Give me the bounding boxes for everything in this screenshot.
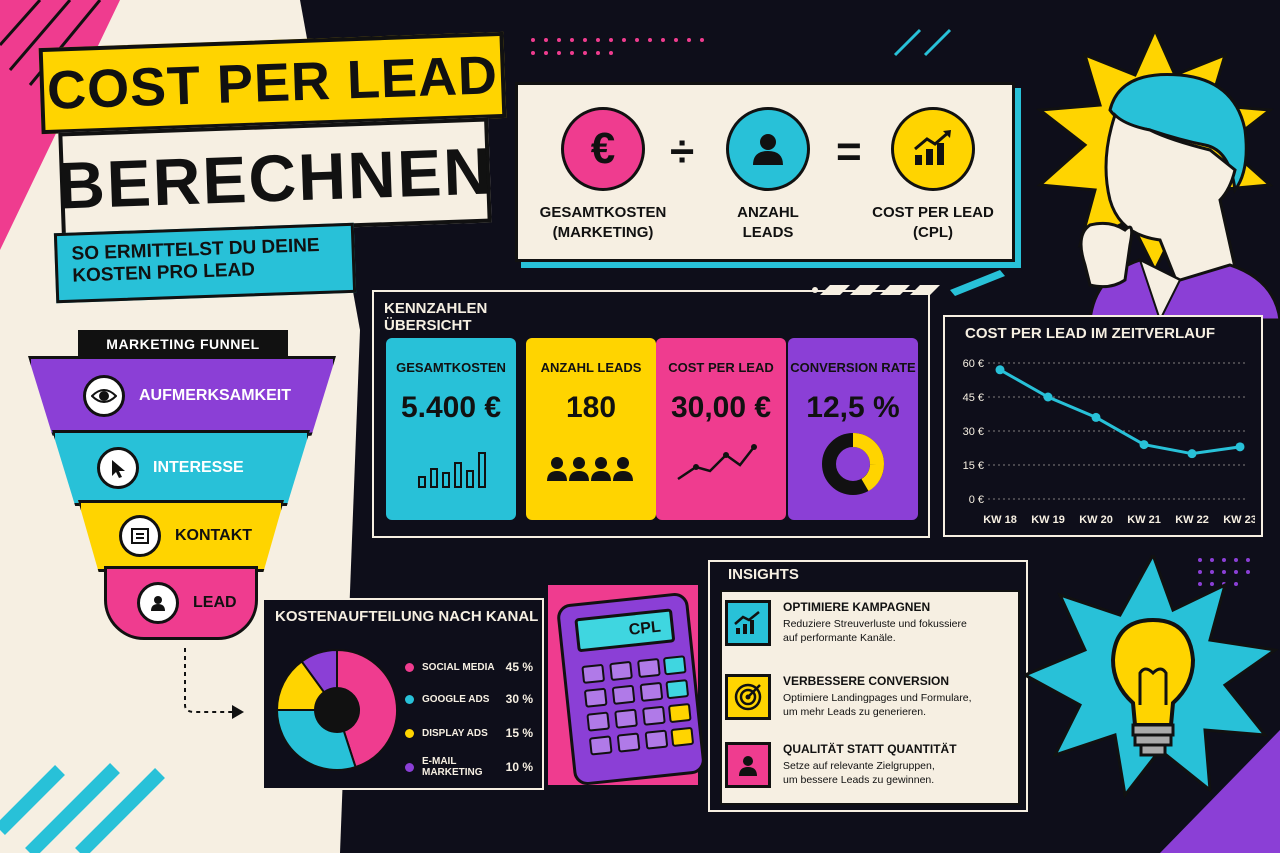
formula-cpl: COST PER LEAD (CPL)	[858, 107, 1008, 242]
funnel-label: LEAD	[193, 594, 237, 611]
data-point	[1187, 449, 1197, 459]
thinking-person-illustration	[1036, 30, 1280, 320]
data-point	[1091, 412, 1101, 422]
insight-item: OPTIMIERE KAMPAGNEN Reduziere Streuverlus…	[725, 600, 1015, 662]
funnel-stage-contact: KONTAKT	[78, 500, 284, 572]
growth-chart-icon	[891, 107, 975, 191]
funnel-stage-awareness: AUFMERKSAMKEIT	[28, 356, 336, 436]
eye-icon	[83, 375, 125, 417]
x-tick-label: KW 20	[1079, 514, 1113, 526]
data-point	[1043, 392, 1053, 402]
formula-panel: € GESAMTKOSTEN (MARKETING) ÷ ANZAHL LEADS …	[515, 82, 1015, 262]
x-tick-label: KW 19	[1031, 514, 1065, 526]
data-point	[1139, 440, 1149, 450]
x-tick-label: KW 23	[1223, 514, 1255, 526]
legend-item: DISPLAY ADS 15 %	[405, 726, 533, 740]
funnel-stage-interest: INTERESSE	[52, 430, 310, 506]
series-line	[999, 368, 1241, 456]
formula-total-costs: € GESAMTKOSTEN (MARKETING)	[528, 107, 678, 242]
kpi-card-lead-count: ANZAHL LEADS 180	[526, 338, 656, 520]
formula-lead-count: ANZAHL LEADS	[693, 107, 843, 242]
funnel-label: INTERESSE	[153, 459, 244, 476]
funnel-label: KONTAKT	[175, 527, 253, 544]
cpl-chart-title: COST PER LEAD IM ZEITVERLAUF	[965, 325, 1216, 342]
legend-item: E-MAIL MARKETING 10 %	[405, 756, 533, 778]
x-tick-label: KW 22	[1175, 514, 1209, 526]
bar-chart-icon	[418, 452, 486, 488]
equals-icon: =	[836, 127, 862, 176]
cpl-chart-panel	[943, 315, 1263, 537]
calculator-illustration: CPL	[555, 591, 707, 787]
insights-title: INSIGHTS	[728, 566, 799, 583]
y-tick-label: 30 €	[963, 426, 984, 438]
calculator-screen: CPL	[574, 608, 676, 653]
trend-line-icon	[677, 444, 757, 481]
channel-chart-title: KOSTENAUFTEILUNG NACH KANAL	[275, 608, 539, 625]
data-point	[1235, 442, 1245, 452]
donut-icon	[822, 433, 884, 495]
page-title-line1: COST PER LEAD	[46, 45, 499, 121]
divide-icon: ÷	[670, 127, 695, 176]
kpi-card-cost-per-lead: COST PER LEAD 30,00 €	[656, 338, 786, 520]
people-icon	[547, 457, 633, 481]
legend-item: SOCIAL MEDIA 45 %	[405, 660, 533, 674]
insight-item: VERBESSERE CONVERSION Optimiere Landingpa…	[725, 674, 1015, 736]
kpi-card-conversion-rate: CONVERSION RATE 12,5 %	[788, 338, 918, 520]
channel-donut-chart	[275, 648, 398, 771]
user-icon	[726, 107, 810, 191]
cpl-line-chart: 0 € 15 € 30 € 45 € 60 € KW 18 KW 19 KW 20 KW 21 K…	[963, 358, 1255, 526]
insight-item: QUALITÄT STATT QUANTITÄT Setze auf releva…	[725, 742, 1015, 804]
kpi-card-total-costs: GESAMTKOSTEN 5.400 €	[386, 338, 516, 520]
kpi-panel	[372, 290, 930, 538]
donut-hole	[315, 688, 359, 732]
y-tick-label: 45 €	[963, 392, 984, 404]
title-banner-2: BERECHNEN	[55, 117, 495, 238]
y-tick-label: 0 €	[969, 494, 984, 506]
form-icon	[119, 515, 161, 557]
funnel-stage-lead: LEAD	[104, 566, 258, 640]
data-point	[995, 365, 1005, 375]
funnel-label: AUFMERKSAMKEIT	[139, 387, 291, 404]
lightbulb-illustration	[1025, 555, 1279, 799]
x-tick-label: KW 21	[1127, 514, 1161, 526]
y-tick-label: 15 €	[963, 460, 984, 472]
growth-chart-icon	[725, 600, 771, 646]
legend-item: GOOGLE ADS 30 %	[405, 692, 533, 706]
x-tick-label: KW 18	[983, 514, 1017, 526]
euro-icon: €	[561, 107, 645, 191]
user-icon	[725, 742, 771, 788]
y-tick-label: 60 €	[963, 358, 984, 370]
subtitle-banner: SO ERMITTELST DU DEINE KOSTEN PRO LEAD	[53, 222, 357, 304]
cursor-icon	[97, 447, 139, 489]
page-title-line2: BERECHNEN	[55, 132, 495, 223]
funnel-title: MARKETING FUNNEL	[78, 330, 288, 358]
kpi-panel-title: KENNZAHLEN ÜBERSICHT	[384, 300, 488, 334]
target-icon	[725, 674, 771, 720]
user-icon	[137, 582, 179, 624]
